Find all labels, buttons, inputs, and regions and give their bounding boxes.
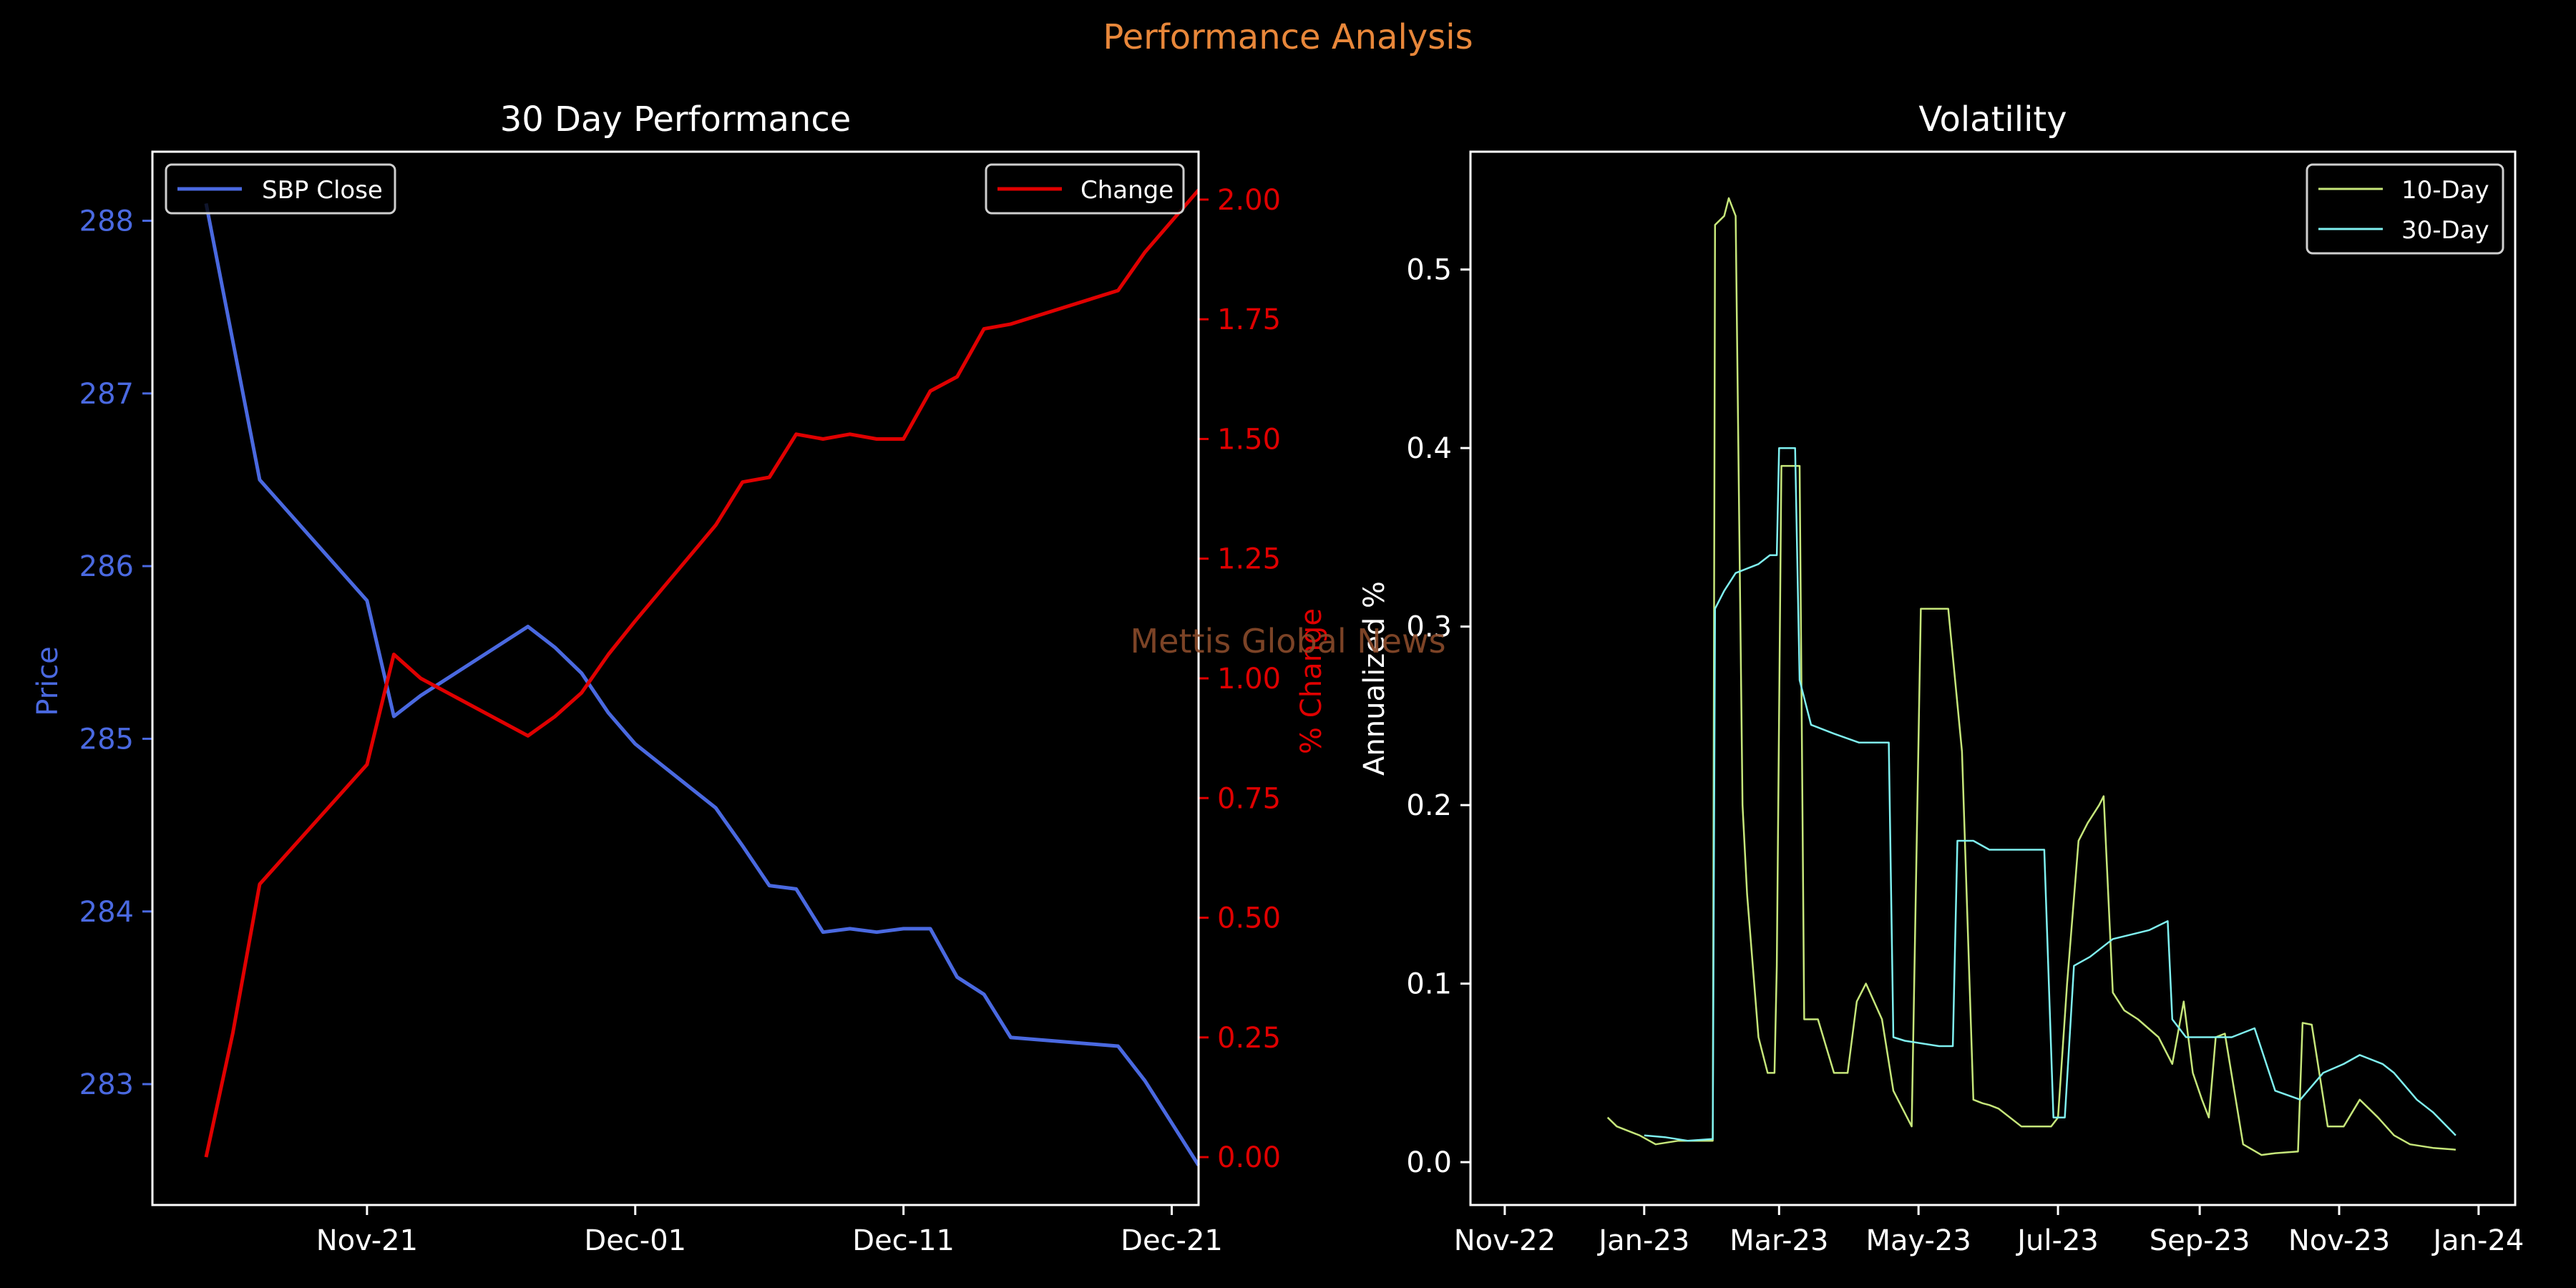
volatility-panel: Volatility Annualized % Nov-22 Jan-23 Mar-… [1358, 99, 2524, 1257]
performance-ytick-label: 288 [79, 205, 134, 238]
volatility-ytick-label: 0.4 [1406, 432, 1452, 465]
performance-y2tick-label: 0.25 [1217, 1022, 1281, 1055]
volatility-xtick-label: Sep-23 [2150, 1224, 2250, 1257]
volatility-ytick-label: 0.0 [1406, 1146, 1452, 1179]
legend-change: Change [985, 163, 1185, 215]
volatility-ytick-label: 0.1 [1406, 968, 1452, 1001]
performance-plot-frame [151, 150, 1200, 1206]
legend-volatility: 10-Day 30-Day [2306, 163, 2504, 255]
sbp-close-line [204, 203, 1201, 1166]
performance-xtick-label: Nov-21 [316, 1224, 418, 1257]
volatility-xtick-label: Mar-23 [1729, 1224, 1828, 1257]
performance-ytick-label: 286 [79, 550, 134, 583]
volatility-ylabel: Annualized % [1358, 581, 1391, 776]
performance-ytick-label: 287 [79, 378, 134, 411]
performance-y2label: % Change [1295, 608, 1328, 754]
volatility-ytick-label: 0.2 [1406, 789, 1452, 822]
volatility-10-day-line [1606, 197, 2456, 1156]
performance-xtick-label: Dec-21 [1121, 1224, 1223, 1257]
legend-change-label: Change [1080, 176, 1174, 205]
performance-title: 30 Day Performance [500, 99, 852, 140]
volatility-ytick-label: 0.5 [1406, 254, 1452, 287]
volatility-30-day-line [1644, 447, 2457, 1142]
performance-y2tick-label: 0.75 [1217, 782, 1281, 815]
volatility-xtick-label: May-23 [1866, 1224, 1971, 1257]
volatility-xtick-label: Jan-23 [1596, 1224, 1689, 1257]
volatility-xtick-label: Nov-23 [2288, 1224, 2390, 1257]
volatility-xtick-label: Jan-24 [2431, 1224, 2524, 1257]
legend-30-day-label: 30-Day [2401, 216, 2489, 245]
performance-y2tick-label: 1.25 [1217, 543, 1281, 576]
legend-sbp-close-box [165, 163, 396, 215]
change-line [204, 188, 1200, 1158]
performance-xtick-label: Dec-11 [852, 1224, 955, 1257]
performance-y2tick-label: 0.50 [1217, 902, 1281, 935]
performance-y2tick-label: 1.50 [1217, 423, 1281, 456]
performance-ylabel: Price [31, 646, 64, 716]
volatility-title: Volatility [1918, 99, 2067, 140]
legend-sbp-close: SBP Close [165, 163, 396, 215]
legend-sbp-close-label: SBP Close [262, 176, 383, 205]
performance-xtick-label: Dec-01 [584, 1224, 686, 1257]
performance-y2tick-label: 1.00 [1217, 663, 1281, 696]
performance-panel: 30 Day Performance Price % Change Nov-21… [31, 99, 1328, 1257]
performance-ytick-label: 285 [79, 723, 134, 756]
legend-volatility-box [2306, 163, 2504, 255]
performance-ytick-label: 283 [79, 1068, 134, 1101]
volatility-plot-frame [1469, 150, 2517, 1206]
performance-y2tick-label: 2.00 [1217, 184, 1281, 217]
legend-10-day-label: 10-Day [2401, 176, 2489, 205]
performance-ytick-label: 284 [79, 896, 134, 929]
watermark: Mettis Global News [1130, 622, 1445, 660]
volatility-xtick-label: Jul-23 [2015, 1224, 2099, 1257]
performance-y2tick-label: 1.75 [1217, 303, 1281, 336]
volatility-xtick-label: Nov-22 [1454, 1224, 1556, 1257]
legend-change-box [985, 163, 1185, 215]
volatility-ytick-label: 0.3 [1406, 611, 1452, 644]
performance-y2tick-label: 0.00 [1217, 1141, 1281, 1174]
figure-suptitle: Performance Analysis [1103, 17, 1473, 57]
